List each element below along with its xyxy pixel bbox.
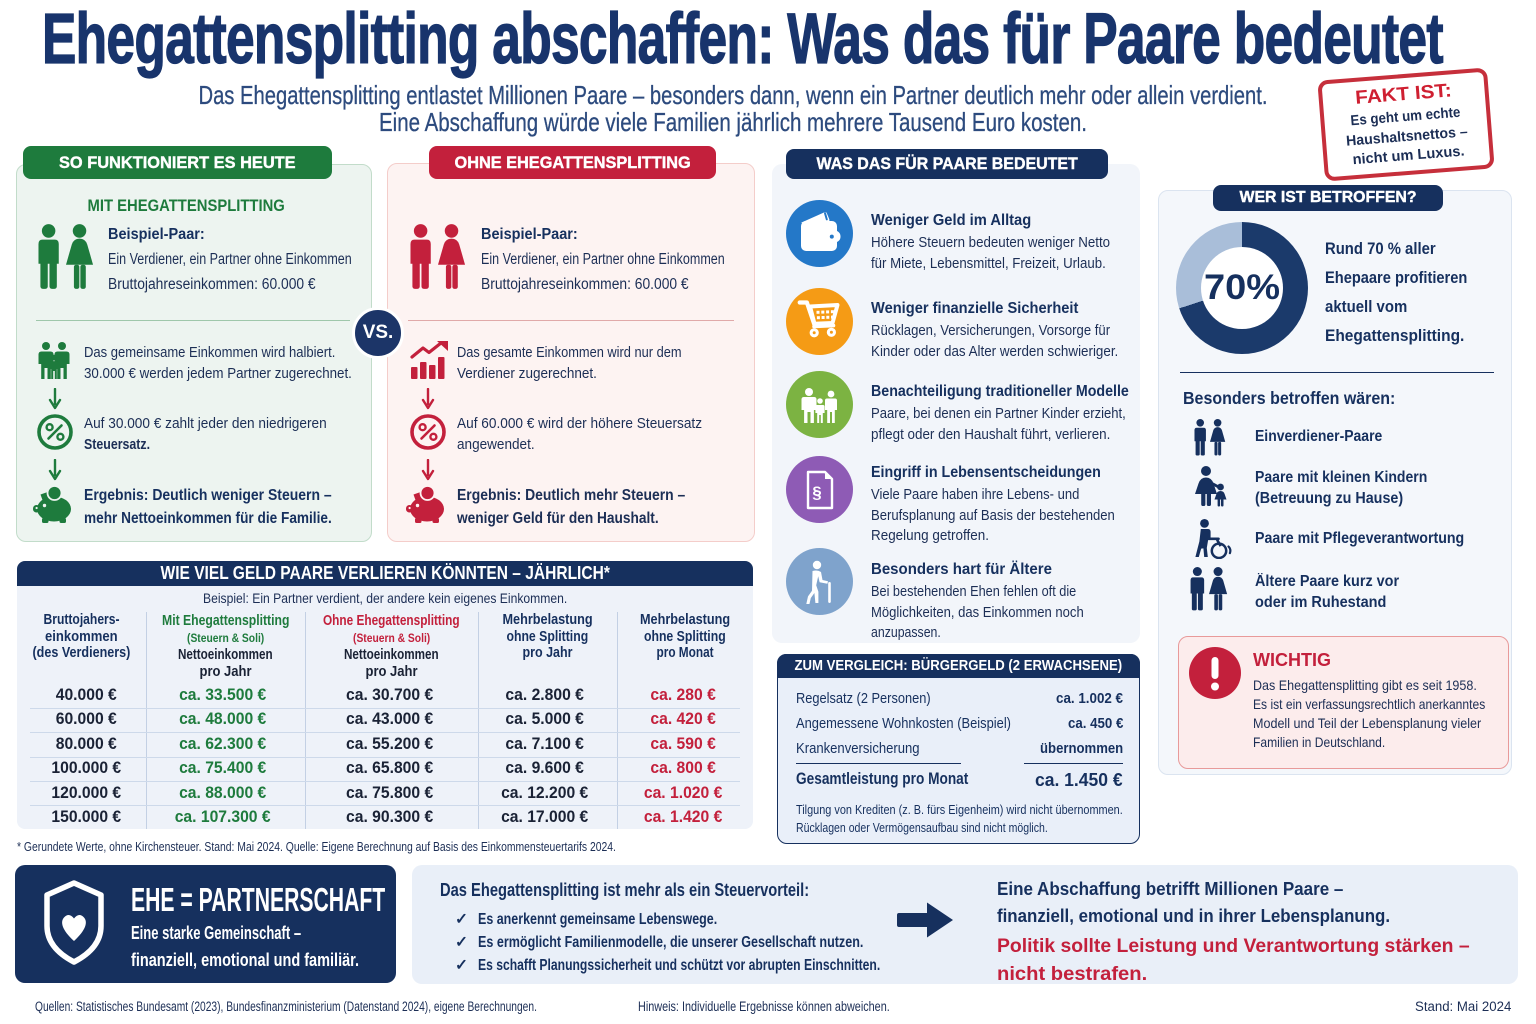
svg-text:§: §	[812, 483, 821, 502]
